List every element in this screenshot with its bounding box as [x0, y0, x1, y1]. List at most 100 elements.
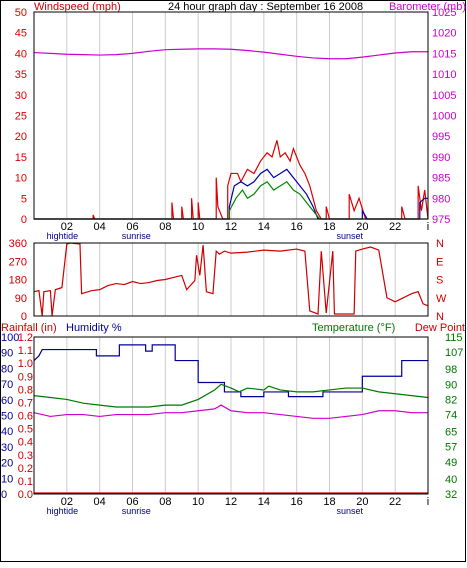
temperature-tick-label: 107 [445, 347, 463, 359]
barometer-tick-label: 1015 [432, 48, 456, 60]
rainfall-tick-label: 0.0 [18, 489, 33, 501]
barometer-axis-label: Barometer (mb) [389, 1, 466, 13]
top-x-tick-label: 20 [356, 221, 368, 233]
rainfall-tick-label: 0.3 [18, 450, 33, 462]
barometer-tick-label: 1005 [432, 90, 456, 102]
series-line-baro [33, 48, 428, 60]
humidity-tick-label: 40 [1, 426, 13, 438]
barometer-tick-label: 975 [432, 214, 450, 226]
bottom-x-tick-label: 18 [323, 496, 335, 508]
barometer-tick-label: 1000 [432, 111, 456, 123]
top-x-tick-label: 16 [291, 221, 303, 233]
bottom-event-label: hightide [47, 506, 79, 516]
top-x-tick-label: 22 [389, 221, 401, 233]
series-line-wind_avg [34, 180, 428, 220]
windspeed-tick-label: 15 [15, 152, 27, 164]
axes-layer: 02 04 06 08 10 12 14 16 18 20 22 i hightide sunrise su… [1, 7, 463, 516]
barometer-tick-label: 985 [432, 173, 450, 185]
bottom-x-tick-label: 04 [94, 496, 106, 508]
plot-frames [33, 11, 429, 495]
grid-layer [66, 12, 396, 494]
humidity-tick-label: 80 [1, 363, 13, 375]
humidity-tick-label: 0 [1, 489, 7, 501]
windspeed-tick-label: 35 [15, 69, 27, 81]
rainfall-tick-label: 0.1 [18, 476, 33, 488]
humidity-tick-label: 10 [1, 473, 13, 485]
barometer-tick-label: 990 [432, 152, 450, 164]
top-x-tick-label: 02 [61, 221, 73, 233]
bottom-x-tick-label: 20 [356, 496, 368, 508]
windspeed-tick-label: 25 [15, 111, 27, 123]
plot-frame-bot [33, 336, 429, 495]
bottom-event-label: sunset [336, 506, 363, 516]
direction-tick-label: 360 [9, 238, 27, 250]
dewpoint-axis-label: Dew Point [415, 322, 465, 334]
rainfall-tick-label: 1.0 [18, 358, 33, 370]
humidity-tick-label: 70 [1, 379, 13, 391]
temperature-tick-label: 82 [445, 394, 457, 406]
rainfall-axis-label: Rainfall (in) [1, 322, 57, 334]
bottom-x-tick-label: 16 [291, 496, 303, 508]
bottom-x-tick-label: 06 [126, 496, 138, 508]
rainfall-tick-label: 0.8 [18, 384, 33, 396]
temperature-axis-label: Temperature (°F) [312, 322, 395, 334]
direction-tick-label: 180 [9, 275, 27, 287]
barometer-tick-label: 1025 [432, 7, 456, 19]
rainfall-tick-label: 0.2 [18, 463, 33, 475]
humidity-tick-label: 100 [1, 332, 19, 344]
windspeed-tick-label: 30 [15, 90, 27, 102]
direction-tick-label: 90 [15, 293, 27, 305]
compass-label: W [436, 293, 447, 305]
rainfall-tick-label: 0.6 [18, 411, 33, 423]
humidity-tick-label: 60 [1, 395, 13, 407]
windspeed-axis-label: Windspeed (mph) [34, 1, 121, 13]
humidity-tick-label: 90 [1, 348, 13, 360]
rainfall-tick-label: 0.4 [18, 437, 33, 449]
windspeed-tick-label: 50 [15, 7, 27, 19]
plot-frame-top [33, 11, 429, 220]
windspeed-tick-label: 45 [15, 28, 27, 40]
top-event-label: sunset [336, 231, 363, 241]
top-x-tick-label: 06 [126, 221, 138, 233]
barometer-tick-label: 1020 [432, 28, 456, 40]
windspeed-tick-label: 10 [15, 173, 27, 185]
rainfall-tick-label: 0.9 [18, 371, 33, 383]
windspeed-tick-label: 0 [21, 214, 27, 226]
compass-label: N [436, 238, 444, 250]
rainfall-tick-label: 1.2 [18, 332, 33, 344]
top-x-tick-label: i [427, 221, 429, 233]
top-x-tick-label: 18 [323, 221, 335, 233]
windspeed-tick-label: 20 [15, 131, 27, 143]
bottom-x-tick-label: 10 [192, 496, 204, 508]
direction-tick-label: 0 [21, 311, 27, 323]
temperature-tick-label: 49 [445, 457, 457, 469]
compass-label: S [436, 275, 443, 287]
top-x-tick-label: 04 [94, 221, 106, 233]
temperature-tick-label: 90 [445, 379, 457, 391]
top-x-tick-label: 12 [225, 221, 237, 233]
top-event-label: sunrise [122, 231, 151, 241]
temperature-tick-label: 115 [445, 332, 463, 344]
bottom-event-label: sunrise [122, 506, 151, 516]
bottom-x-tick-label: 14 [258, 496, 270, 508]
series-line-humidity [33, 344, 428, 398]
top-x-tick-label: 10 [192, 221, 204, 233]
temperature-tick-label: 98 [445, 364, 457, 376]
top-x-tick-label: 08 [159, 221, 171, 233]
barometer-tick-label: 1010 [432, 69, 456, 81]
humidity-tick-label: 20 [1, 458, 13, 470]
bottom-x-tick-label: 12 [225, 496, 237, 508]
temperature-tick-label: 74 [445, 410, 457, 422]
bottom-x-tick-label: i [427, 496, 429, 508]
plot-frame-mid [33, 242, 429, 317]
compass-label: E [436, 256, 443, 268]
humidity-tick-label: 30 [1, 442, 13, 454]
rainfall-tick-label: 0.5 [18, 424, 33, 436]
bottom-x-tick-label: 08 [159, 496, 171, 508]
top-x-tick-label: 14 [258, 221, 270, 233]
temperature-tick-label: 40 [445, 474, 457, 486]
direction-tick-label: 270 [9, 256, 27, 268]
